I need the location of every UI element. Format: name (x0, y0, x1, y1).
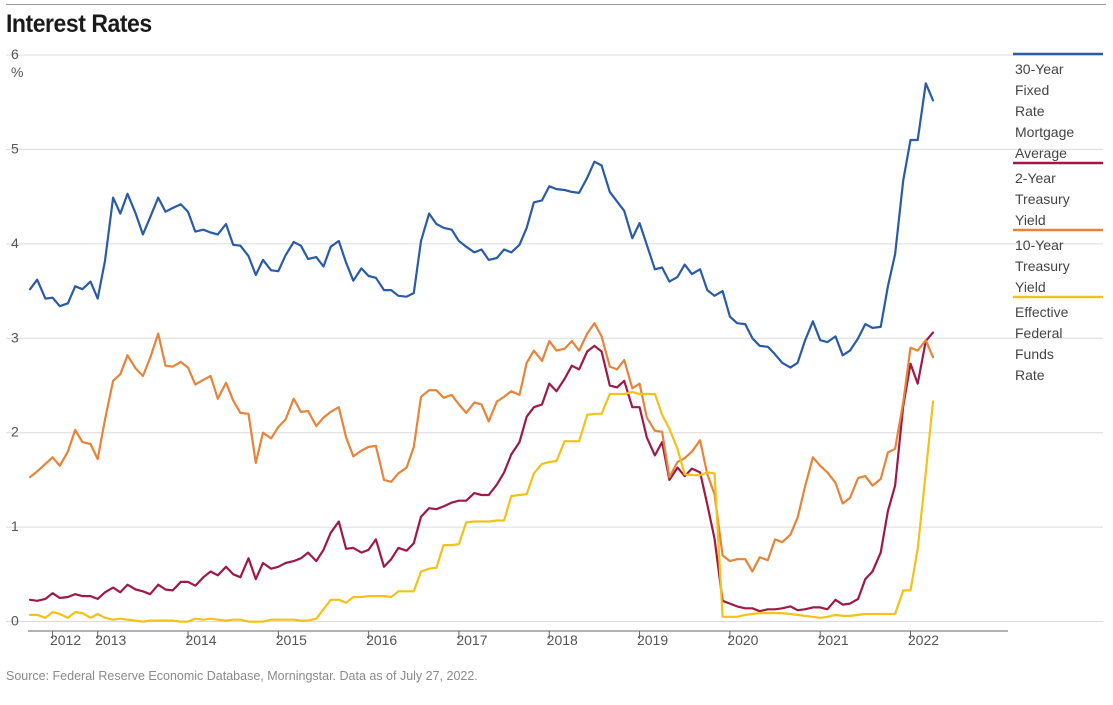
x-tick-label: 2022 (908, 632, 939, 648)
x-tick-label: 2012 (50, 632, 81, 648)
y-axis-unit: % (11, 64, 23, 80)
y-tick-label: 0 (11, 613, 19, 629)
legend-label: Treasury (1015, 258, 1070, 274)
x-tick-label: 2020 (727, 632, 758, 648)
y-tick-label: 6 (11, 46, 19, 62)
y-tick-label: 4 (11, 235, 19, 251)
series-line-2 (28, 322, 935, 573)
y-tick-label: 1 (11, 518, 19, 534)
chart-title: Interest Rates (6, 10, 152, 38)
legend: 30-Year Fixed Rate Mortgage Average 2-Year Tre… (1013, 52, 1103, 383)
x-tick-label: 2016 (366, 632, 397, 648)
legend-label: 2-Year (1015, 170, 1056, 186)
x-tick-label: 2019 (637, 632, 668, 648)
grid-layer (6, 54, 1103, 623)
x-tick-label: 2015 (276, 632, 307, 648)
series-line-3 (28, 391, 935, 623)
legend-label: 30-Year (1015, 61, 1064, 77)
series-layer (28, 82, 935, 623)
y-tick-label: 2 (11, 424, 19, 440)
source-note: Source: Federal Reserve Economic Databas… (6, 669, 478, 683)
legend-label: Effective (1015, 304, 1069, 320)
y-tick-label: 5 (11, 140, 19, 156)
x-tick-label: 2021 (818, 632, 849, 648)
legend-label: Yield (1015, 212, 1046, 228)
series-line-1 (28, 331, 935, 613)
legend-label: 10-Year (1015, 237, 1064, 253)
legend-label: Funds (1015, 346, 1054, 362)
x-tick-label: 2014 (185, 632, 216, 648)
interest-rates-chart: 0 1 2 3 4 5 6% 2012 2013 2014 2015 2016 2017 2018 2019… (6, 46, 1103, 648)
x-tick-label: 2013 (95, 632, 126, 648)
series-line-0 (28, 82, 935, 369)
legend-label: Treasury (1015, 191, 1070, 207)
axis-layer: 0 1 2 3 4 5 6% 2012 2013 2014 2015 2016 2017 2018 2019… (11, 46, 1008, 648)
legend-label: Rate (1015, 103, 1045, 119)
y-tick-label: 3 (11, 329, 19, 345)
legend-label: Fixed (1015, 82, 1049, 98)
legend-label: Rate (1015, 367, 1045, 383)
x-tick-label: 2018 (547, 632, 578, 648)
x-tick-label: 2017 (456, 632, 487, 648)
top-rule (6, 4, 1106, 5)
legend-label: Federal (1015, 325, 1062, 341)
legend-label: Mortgage (1015, 124, 1074, 140)
legend-label: Average (1015, 145, 1067, 161)
legend-label: Yield (1015, 279, 1046, 295)
